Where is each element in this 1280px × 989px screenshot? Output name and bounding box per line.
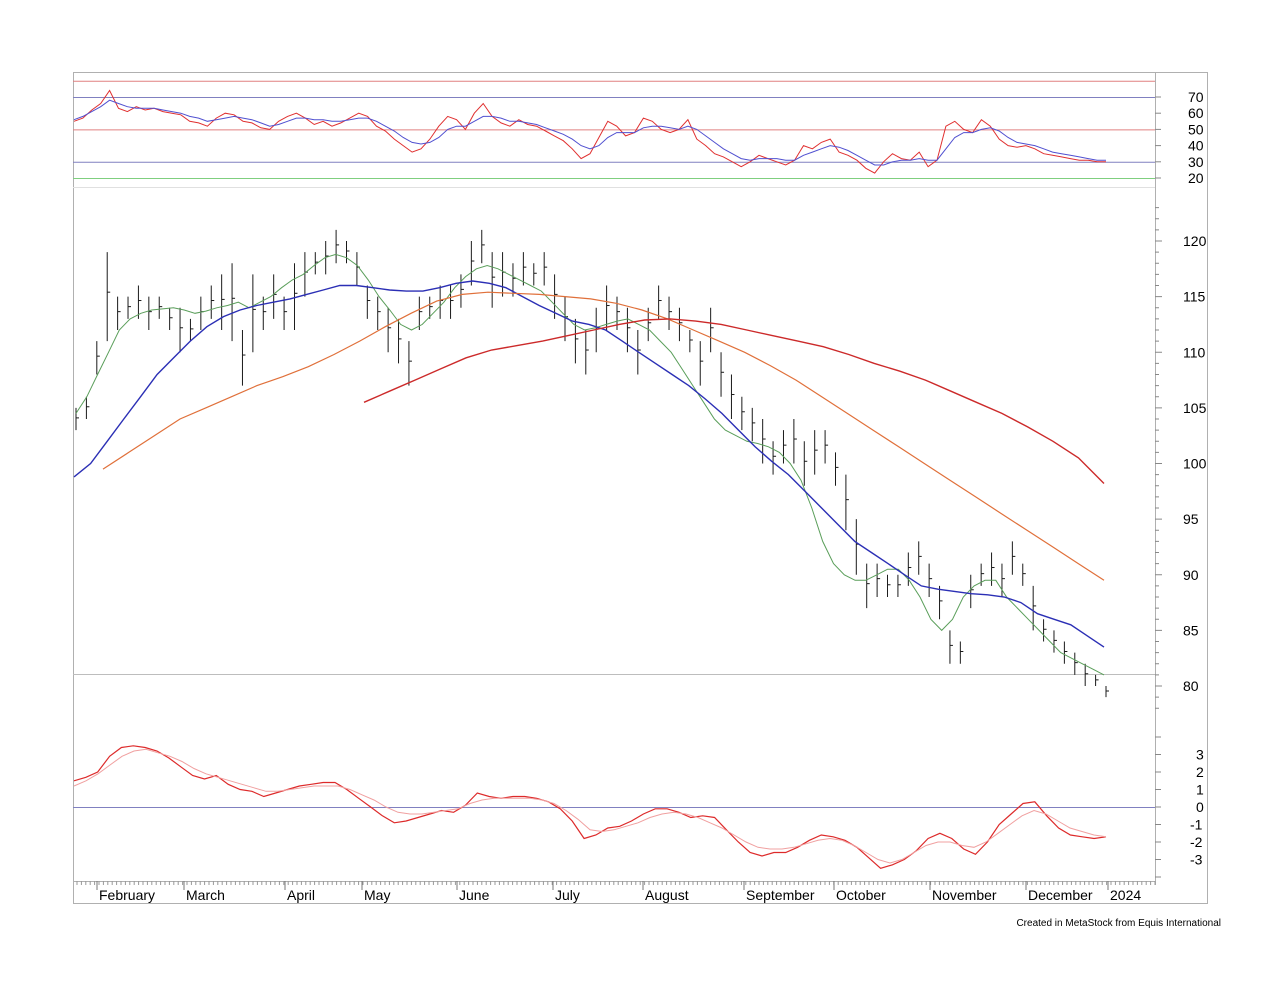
x-axis-month-label: February: [99, 887, 155, 903]
macd-series-line: [73, 745, 1107, 869]
x-axis-month-label: November: [932, 887, 997, 903]
price-tick-label: 105: [1183, 400, 1207, 416]
x-axis: February March April May June July August Septe…: [76, 881, 1156, 903]
macd-tick-label: 2: [1196, 764, 1204, 780]
price-tick-label: 110: [1183, 344, 1206, 360]
rsi-tick-label: 30: [1188, 154, 1204, 170]
x-axis-month-label: August: [645, 887, 689, 903]
x-axis-month-label: April: [287, 887, 315, 903]
price-panel: 120 115 110 105 100 95 90 85 80: [73, 207, 1207, 709]
moving-average-line: [75, 253, 1105, 676]
x-axis-month-label: March: [186, 887, 225, 903]
rsi-tick-label: 70: [1188, 89, 1204, 105]
rsi-tick-label: 60: [1188, 105, 1204, 121]
x-axis-month-label: June: [459, 887, 490, 903]
x-axis-month-label: May: [364, 887, 390, 903]
x-axis-month-label: October: [836, 887, 886, 903]
price-tick-label: 95: [1183, 511, 1199, 527]
price-tick-label: 80: [1183, 678, 1199, 694]
macd-tick-label: 0: [1196, 799, 1204, 815]
macd-series-line: [73, 748, 1107, 864]
rsi-tick-label: 40: [1188, 138, 1204, 154]
moving-average-line: [363, 318, 1105, 484]
x-axis-month-label: December: [1028, 887, 1093, 903]
moving-average-line: [73, 280, 1105, 648]
x-axis-month-label: 2024: [1110, 887, 1141, 903]
price-tick-label: 85: [1183, 622, 1199, 638]
x-axis-month-label: July: [555, 887, 580, 903]
credit-text: Created in MetaStock from Equis Internat…: [1016, 918, 1221, 929]
macd-tick-label: -2: [1190, 834, 1203, 850]
macd-tick-label: 3: [1196, 747, 1204, 763]
macd-tick-label: 1: [1196, 782, 1204, 798]
x-axis-month-label: September: [746, 887, 815, 903]
rsi-series-line: [73, 99, 1106, 166]
rsi-series-line: [73, 89, 1106, 174]
macd-tick-label: -1: [1190, 817, 1203, 833]
price-tick-label: 115: [1183, 289, 1206, 305]
price-tick-label: 90: [1183, 567, 1199, 583]
moving-average-line: [102, 291, 1105, 581]
macd-tick-label: -3: [1190, 852, 1203, 868]
rsi-tick-label: 50: [1188, 121, 1204, 137]
macd-panel: 32 10 -1-2 -3: [73, 736, 1204, 878]
chart-frame: [73, 72, 1208, 904]
rsi-tick-label: 20: [1188, 170, 1204, 186]
price-tick-label: 100: [1183, 456, 1207, 472]
price-tick-label: 120: [1183, 233, 1207, 249]
